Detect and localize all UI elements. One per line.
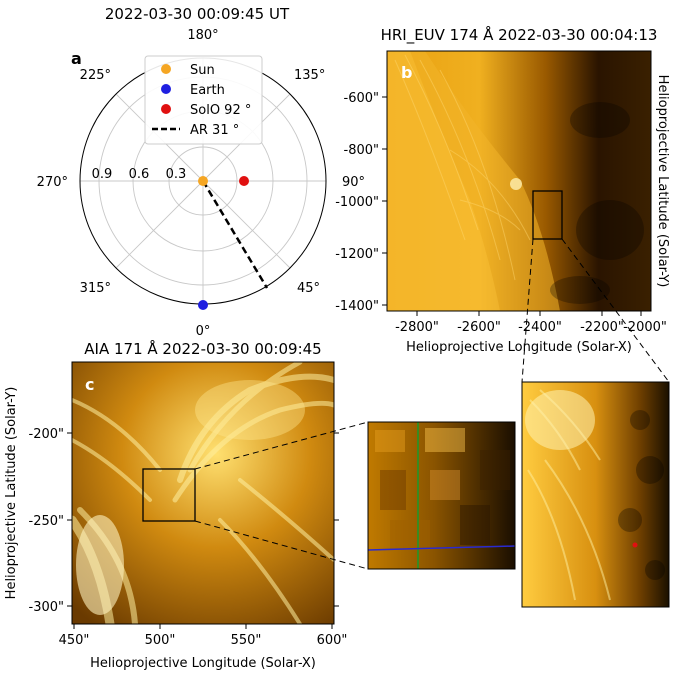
radial-labels: 0.9 0.6 0.3: [92, 167, 187, 182]
zoom-inset-aia-frame: [367, 421, 516, 570]
panel-c-ytick: -200": [29, 427, 64, 442]
panel-c-ytick: -250": [29, 514, 64, 529]
panel-c-image: [72, 362, 334, 624]
panel-b-xtick: -2800": [395, 320, 439, 335]
zoom-inset-aia: [367, 421, 516, 570]
panel-c-zoom-box: [142, 468, 196, 522]
panel-b-yticks: -600" -800" -1000" -1200" -1400": [335, 91, 387, 314]
panel-c: AIA 171 Å 2022-03-30 00:09:45 c: [4, 339, 347, 671]
panel-b-zoom-box: [532, 190, 563, 240]
radial-label-0.9: 0.9: [92, 167, 113, 182]
zoom-inset-hri-frame: [521, 381, 670, 608]
panel-c-xtick: 450": [59, 633, 90, 648]
panel-c-frame: [71, 361, 335, 625]
panel-b-ytick: -1400": [335, 299, 379, 314]
panel-b-xtick: -2600": [457, 320, 501, 335]
angle-label-90: 90°: [342, 175, 365, 190]
inset-red-marker: [632, 542, 638, 548]
panel-b-title: HRI_EUV 174 Å 2022-03-30 00:04:13: [381, 25, 658, 45]
panel-a: 2022-03-30 00:09:45 UT a 180° 135° 90° 4…: [37, 5, 365, 339]
radial-label-0.6: 0.6: [129, 167, 150, 182]
legend-sun-label: Sun: [190, 63, 215, 78]
panel-b-xtick: -2200": [580, 320, 624, 335]
angle-labels: 180° 135° 90° 45° 0° 315° 270° 225°: [37, 28, 365, 339]
earth-marker: [198, 300, 208, 310]
panel-b: HRI_EUV 174 Å 2022-03-30 00:04:13 b: [335, 25, 670, 355]
legend-ar-label: AR 31 °: [190, 123, 239, 138]
panel-c-ytick: -300": [29, 600, 64, 615]
panel-b-ytick: -1200": [335, 247, 379, 262]
ar-direction-line: [201, 180, 269, 289]
inset-blue-line: [367, 545, 516, 551]
angle-label-135: 135°: [294, 68, 325, 83]
legend-solo-label: SolO 92 °: [190, 103, 251, 118]
legend-solo-swatch: [161, 104, 171, 114]
panel-c-title: AIA 171 Å 2022-03-30 00:09:45: [84, 339, 321, 358]
panel-b-frame: [386, 50, 652, 312]
panel-b-xlabel: Helioprojective Longitude (Solar-X): [406, 340, 632, 355]
panel-b-ylabel: Helioprojective Latitude (Solar-Y): [655, 75, 670, 288]
angle-label-270: 270°: [37, 175, 68, 190]
panel-b-xtick: -2000": [623, 320, 667, 335]
legend-sun-swatch: [161, 64, 171, 74]
panel-c-letter: c: [85, 375, 94, 394]
radial-label-0.3: 0.3: [166, 167, 187, 182]
panel-c-ylabel: Helioprojective Latitude (Solar-Y): [4, 387, 19, 600]
panel-c-yticks: -200" -250" -300": [29, 427, 339, 615]
panel-a-title: 2022-03-30 00:09:45 UT: [105, 5, 290, 23]
angle-label-45: 45°: [297, 281, 320, 296]
angle-label-180: 180°: [187, 28, 218, 43]
legend-earth-label: Earth: [190, 83, 225, 98]
angle-label-315: 315°: [80, 281, 111, 296]
panel-b-ytick: -1000": [335, 195, 379, 210]
legend-earth-swatch: [161, 84, 171, 94]
sun-marker: [198, 176, 208, 186]
panel-a-letter: a: [71, 49, 82, 68]
panel-c-xtick: 550": [231, 633, 262, 648]
panel-b-letter: b: [401, 63, 412, 82]
panel-b-ytick: -600": [344, 91, 379, 106]
legend: Sun Earth SolO 92 ° AR 31 °: [144, 55, 263, 145]
panel-b-xticks: -2800" -2600" -2400" -2200" -2000": [395, 311, 667, 335]
panel-c-xticks: 450" 500" 550" 600": [59, 624, 348, 648]
panel-b-xtick: -2400": [518, 320, 562, 335]
panel-c-xtick: 500": [145, 633, 176, 648]
panel-c-xlabel: Helioprojective Longitude (Solar-X): [90, 656, 316, 671]
angle-label-225: 225°: [80, 68, 111, 83]
panel-b-ytick: -800": [344, 143, 379, 158]
zoom-inset-hri: [521, 381, 670, 608]
legend-box: [144, 55, 263, 145]
panel-b-image: [387, 51, 651, 311]
angle-label-0: 0°: [196, 324, 211, 339]
zoom-connectors: [194, 238, 670, 570]
panel-c-xtick: 600": [317, 633, 348, 648]
solo-marker: [239, 176, 249, 186]
